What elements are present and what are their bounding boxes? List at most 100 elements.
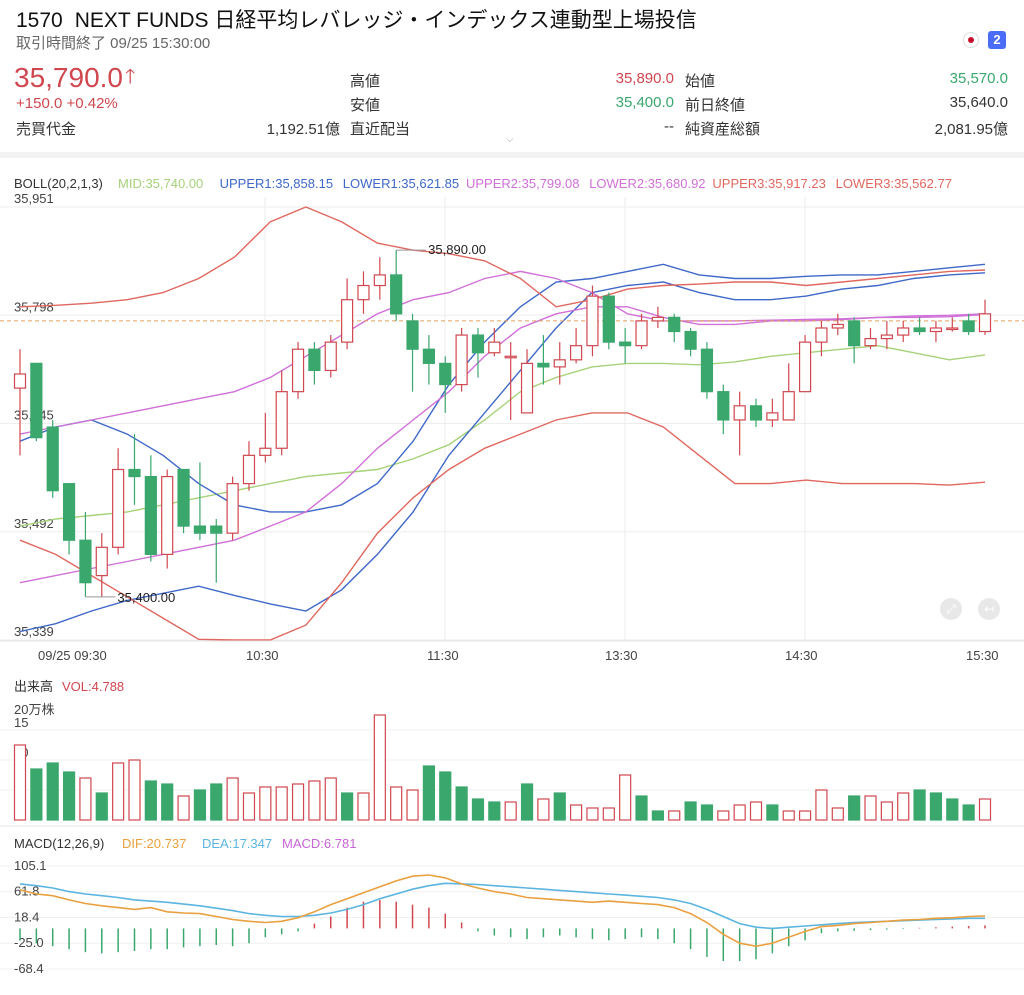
macd-y-tick: -68.4 (14, 961, 44, 976)
boll-upper3-line (19, 206, 986, 308)
candle-body (128, 468, 141, 478)
volume-bar (570, 804, 583, 821)
boll-legend-item: UPPER1:35,858.15 (220, 176, 333, 191)
volume-bar (455, 786, 468, 821)
volume-bar (553, 792, 566, 821)
candle-body (553, 359, 566, 368)
last-price-value: 35,790.0 (14, 62, 123, 93)
volume-bar (357, 792, 370, 821)
volume-bar (210, 783, 223, 821)
boll-legend-item: MID:35,740.00 (118, 176, 203, 191)
chevron-down-icon[interactable]: ⌵ (506, 134, 514, 145)
divider (0, 152, 1024, 158)
volume-bar (62, 771, 76, 821)
high-value: 35,890.0 (615, 70, 674, 87)
volume-bar (946, 798, 959, 821)
prev-close-label: 前日終値 (685, 97, 746, 114)
high-label: 高値 (350, 73, 381, 90)
candle-body (602, 295, 615, 343)
chart-area[interactable]: BOLL(20,2,1,3) MID:35,740.00 UPPER1:35,858… (0, 160, 1024, 995)
candle-body (880, 334, 893, 340)
candle-body (537, 362, 550, 368)
volume-bar (520, 783, 534, 821)
extreme-price-label: 35,890.00 (428, 242, 486, 257)
candle-body (406, 320, 419, 350)
x-tick-label: 14:30 (785, 648, 818, 663)
volume-bar (929, 792, 943, 821)
turnover-value: 1,192.51億 (266, 121, 340, 138)
volume-bar (880, 801, 893, 821)
candle-body (619, 341, 632, 347)
candle-body (308, 348, 321, 372)
candle-body (504, 355, 517, 359)
volume-bar (504, 801, 517, 821)
candle-body (210, 525, 223, 534)
candle-body (13, 373, 27, 389)
boll-upper1-line (19, 272, 986, 633)
volume-bar (815, 789, 828, 821)
candle-body (30, 362, 43, 439)
candle-body (422, 348, 435, 364)
dif-line (19, 874, 986, 948)
volume-bar (978, 798, 992, 821)
candle-body (913, 327, 926, 333)
dea-line (19, 882, 985, 930)
volume-bar (46, 762, 59, 821)
volume-bar (619, 774, 632, 821)
boll-lower1-line (19, 263, 986, 513)
prev-close-value: 35,640.0 (949, 94, 1008, 111)
volume-bar (128, 759, 141, 821)
volume-bar (717, 810, 730, 821)
lightning-badge-icon[interactable]: 2 (988, 31, 1006, 49)
volume-bar (259, 786, 272, 821)
candle-body (144, 475, 157, 555)
volume-bar (439, 771, 452, 821)
volume-bar (95, 792, 108, 821)
volume-bar (733, 804, 746, 821)
x-tick-label: 10:30 (246, 648, 279, 663)
volume-indicator-label: VOL:4.788 (62, 679, 124, 694)
volume-bar (308, 780, 321, 821)
volume-bar (848, 795, 861, 821)
volume-bar (749, 801, 763, 821)
boll-legend-item: LOWER2:35,680.92 (589, 176, 705, 191)
boll-lower3-line (19, 412, 986, 641)
price-change: +150.0 +0.42% (16, 95, 118, 112)
candle-body (291, 348, 305, 393)
volume-bar (177, 795, 190, 821)
volume-bar (422, 765, 435, 821)
volume-bar (291, 783, 305, 821)
candle-body (897, 327, 910, 336)
volume-bar (913, 789, 926, 821)
reset-icon[interactable]: ↤ (978, 598, 1000, 620)
boll-legend-item: LOWER3:35,562.77 (836, 176, 952, 191)
candle-body (635, 320, 648, 347)
volume-bar (341, 792, 354, 821)
x-tick-label: 13:30 (605, 648, 638, 663)
volume-bar (897, 792, 910, 821)
volume-bar (798, 810, 812, 821)
volume-bar (242, 792, 256, 821)
volume-bar (193, 789, 207, 821)
candle-body (341, 299, 354, 343)
boll-lower2-line (19, 270, 986, 435)
candle-body (586, 295, 599, 347)
candle-body (717, 391, 730, 421)
x-tick-label: 15:30 (966, 648, 999, 663)
x-tick-label: 11:30 (427, 648, 459, 663)
boll-legend-item: UPPER2:35,799.08 (466, 176, 579, 191)
candle-body (455, 334, 468, 386)
candle-body (95, 546, 108, 577)
nav-value: 2,081.95億 (934, 121, 1008, 138)
candle-body (978, 313, 992, 333)
dividend-label: 直近配当 (350, 121, 411, 138)
dividend-value: -- (664, 118, 674, 135)
volume-bar (144, 780, 157, 821)
open-label: 始値 (685, 73, 716, 90)
market-status: 取引時間終了 09/25 15:30:00 (16, 35, 211, 52)
candle-body (390, 274, 403, 315)
candle-body (668, 316, 681, 333)
fullscreen-icon[interactable]: ⤢ (940, 598, 962, 620)
turnover-label: 売買代金 (16, 121, 77, 138)
volume-bar (684, 801, 697, 821)
